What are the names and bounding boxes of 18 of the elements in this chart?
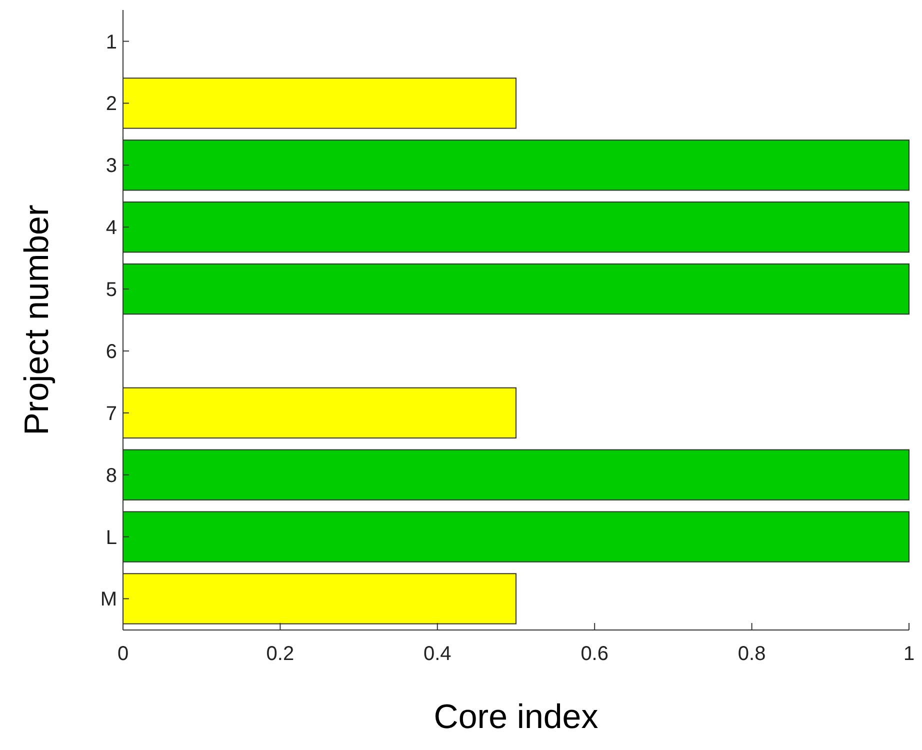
x-tick-label: 0 bbox=[117, 643, 129, 665]
y-tick-label: 1 bbox=[106, 31, 117, 54]
x-axis-title: Core index bbox=[434, 698, 598, 736]
y-tick-label: L bbox=[106, 526, 117, 549]
y-tick-label: 4 bbox=[106, 217, 117, 240]
x-tick-label: 0.4 bbox=[423, 643, 452, 665]
y-tick-label: 2 bbox=[106, 93, 117, 116]
x-tick-label: 0.8 bbox=[738, 643, 766, 665]
y-tick-label: M bbox=[100, 588, 117, 611]
y-tick-label: 5 bbox=[106, 279, 117, 302]
x-tick-label: 1 bbox=[903, 643, 915, 665]
y-tick-label: 6 bbox=[106, 340, 117, 363]
x-tick-label: 0.2 bbox=[266, 643, 294, 665]
y-tick-label: 8 bbox=[106, 464, 117, 487]
y-tick-label: 3 bbox=[106, 155, 117, 178]
y-axis-title: Project number bbox=[18, 204, 56, 436]
x-tick-label: 0.6 bbox=[580, 643, 609, 665]
y-tick-label: 7 bbox=[106, 402, 117, 425]
